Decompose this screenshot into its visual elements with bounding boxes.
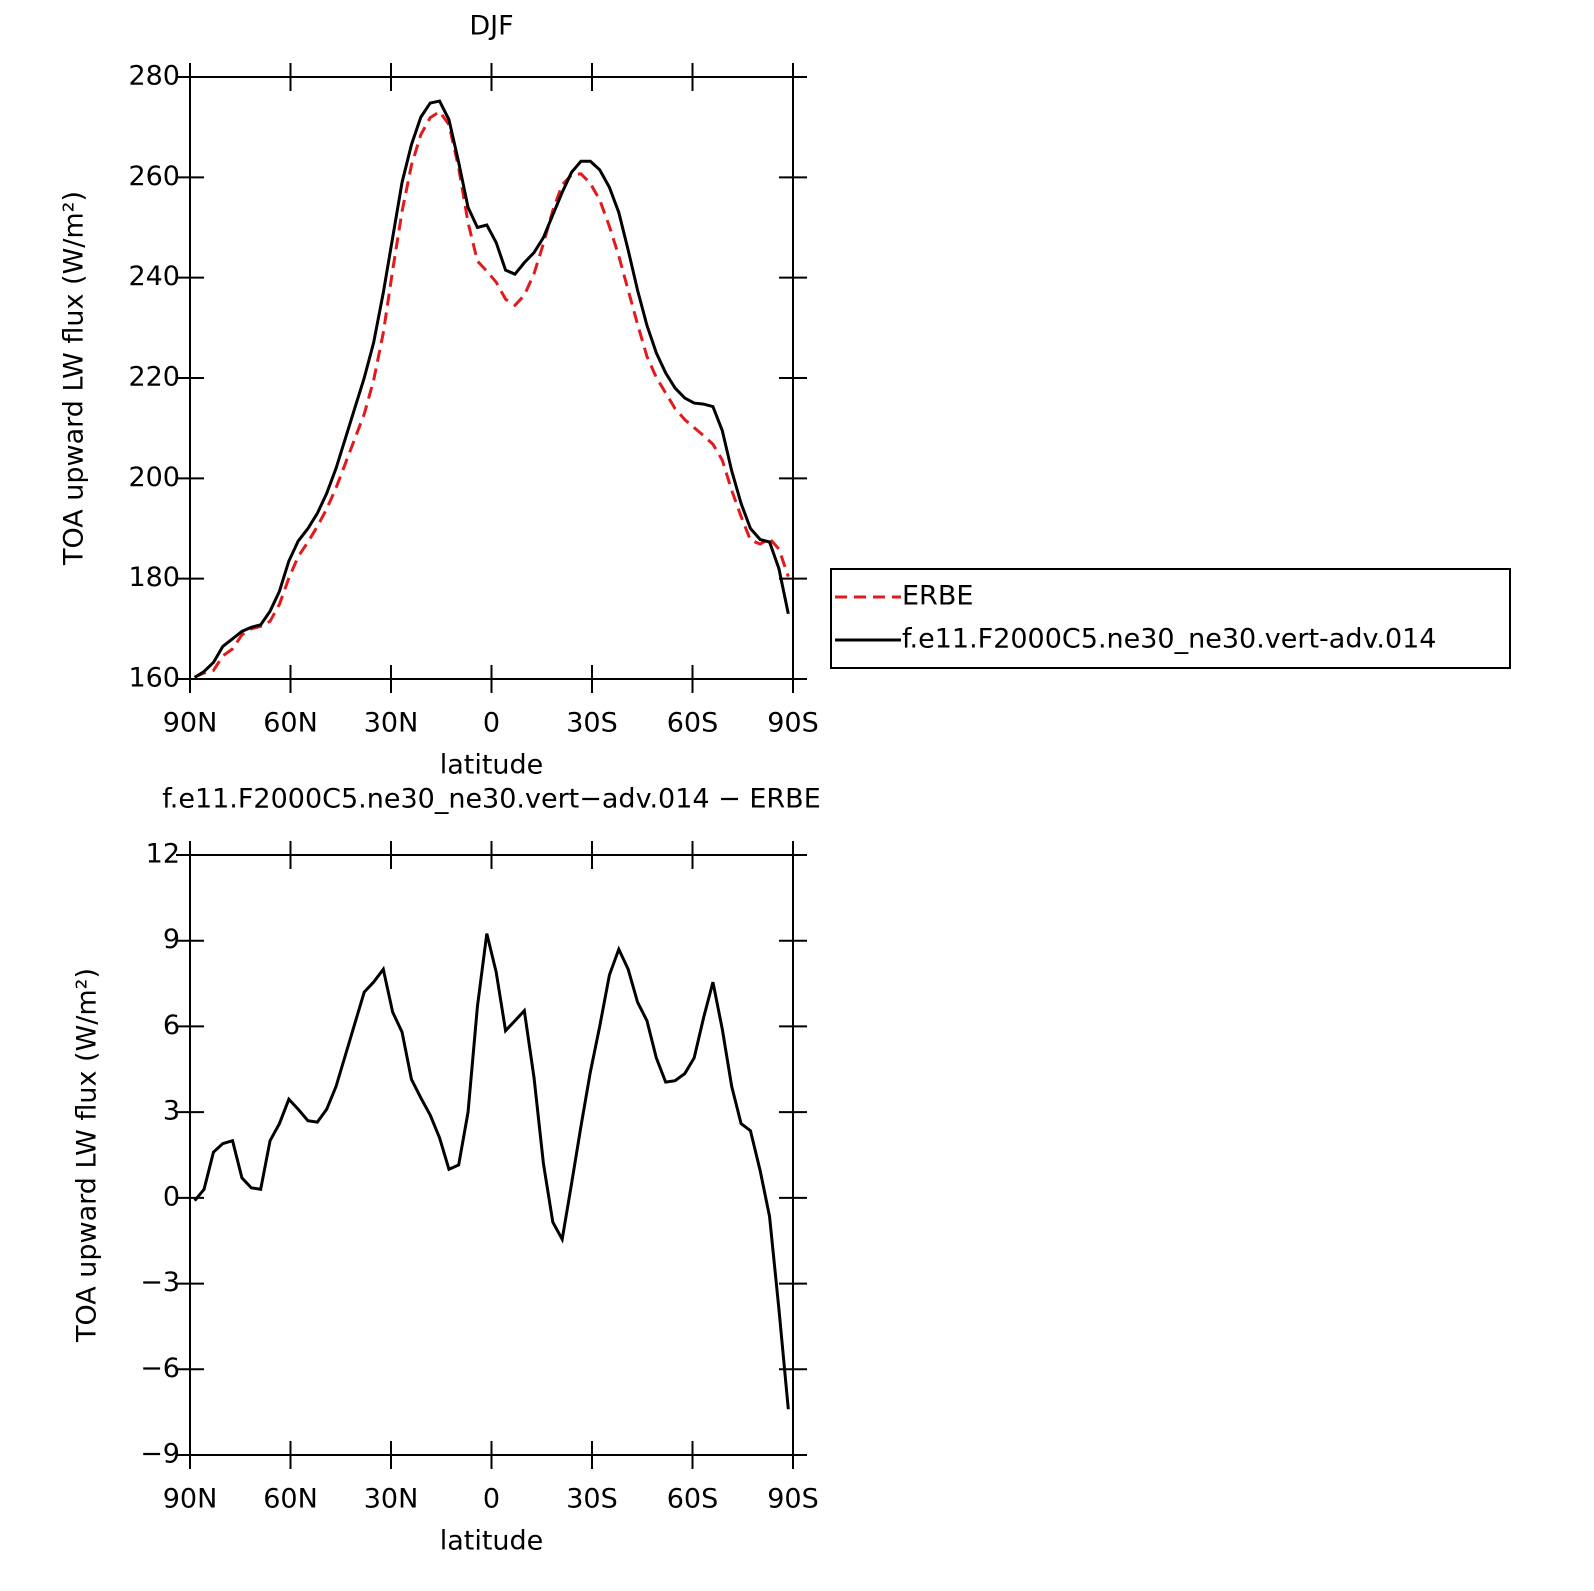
legend-label: f.e11.F2000C5.ne30_ne30.vert-adv.014 (902, 624, 1436, 655)
y-tick-label: 0 (163, 1181, 180, 1212)
y-tick-label: −6 (140, 1353, 180, 1384)
x-tick-label: 90S (767, 708, 819, 739)
x-tick-label: 60N (263, 708, 318, 739)
chart-title: DJF (469, 11, 513, 42)
y-tick-label: 260 (128, 161, 180, 192)
plot-frame (189, 76, 794, 680)
y-tick-label: 200 (128, 462, 180, 493)
legend-label: ERBE (902, 581, 973, 612)
data-line (193, 933, 790, 1410)
y-tick-label: 12 (146, 839, 180, 870)
y-axis-label: TOA upward LW flux (W/m²) (59, 191, 90, 566)
y-tick-label: 3 (163, 1096, 180, 1127)
x-tick-label: 0 (483, 708, 500, 739)
y-tick-label: 240 (128, 261, 180, 292)
y-tick-label: 6 (163, 1010, 180, 1041)
x-tick-label: 60N (263, 1484, 318, 1515)
x-tick-label: 90N (163, 708, 218, 739)
y-tick-label: 9 (163, 924, 180, 955)
y-tick-label: 160 (128, 663, 180, 694)
plot-frame (189, 854, 794, 1456)
data-line (194, 109, 790, 679)
y-tick-label: 220 (128, 362, 180, 393)
chart-title: f.e11.F2000C5.ne30_ne30.vert−adv.014 − E… (162, 784, 821, 815)
x-tick-label: 30S (566, 708, 618, 739)
x-tick-label: 30N (364, 708, 419, 739)
x-tick-label: 90N (163, 1484, 218, 1515)
x-tick-label: 60S (667, 708, 719, 739)
legend-box (830, 568, 1511, 669)
x-tick-label: 30S (566, 1484, 618, 1515)
x-tick-label: 90S (767, 1484, 819, 1515)
x-tick-label: 60S (667, 1484, 719, 1515)
x-tick-label: 30N (364, 1484, 419, 1515)
y-tick-label: 180 (128, 562, 180, 593)
x-axis-label: latitude (440, 750, 544, 781)
x-axis-label: latitude (440, 1526, 544, 1557)
y-axis-label: TOA upward LW flux (W/m²) (72, 968, 103, 1343)
x-tick-label: 0 (483, 1484, 500, 1515)
data-line (193, 99, 790, 679)
y-tick-label: 280 (128, 61, 180, 92)
y-tick-label: −3 (140, 1267, 180, 1298)
y-tick-label: −9 (140, 1439, 180, 1470)
